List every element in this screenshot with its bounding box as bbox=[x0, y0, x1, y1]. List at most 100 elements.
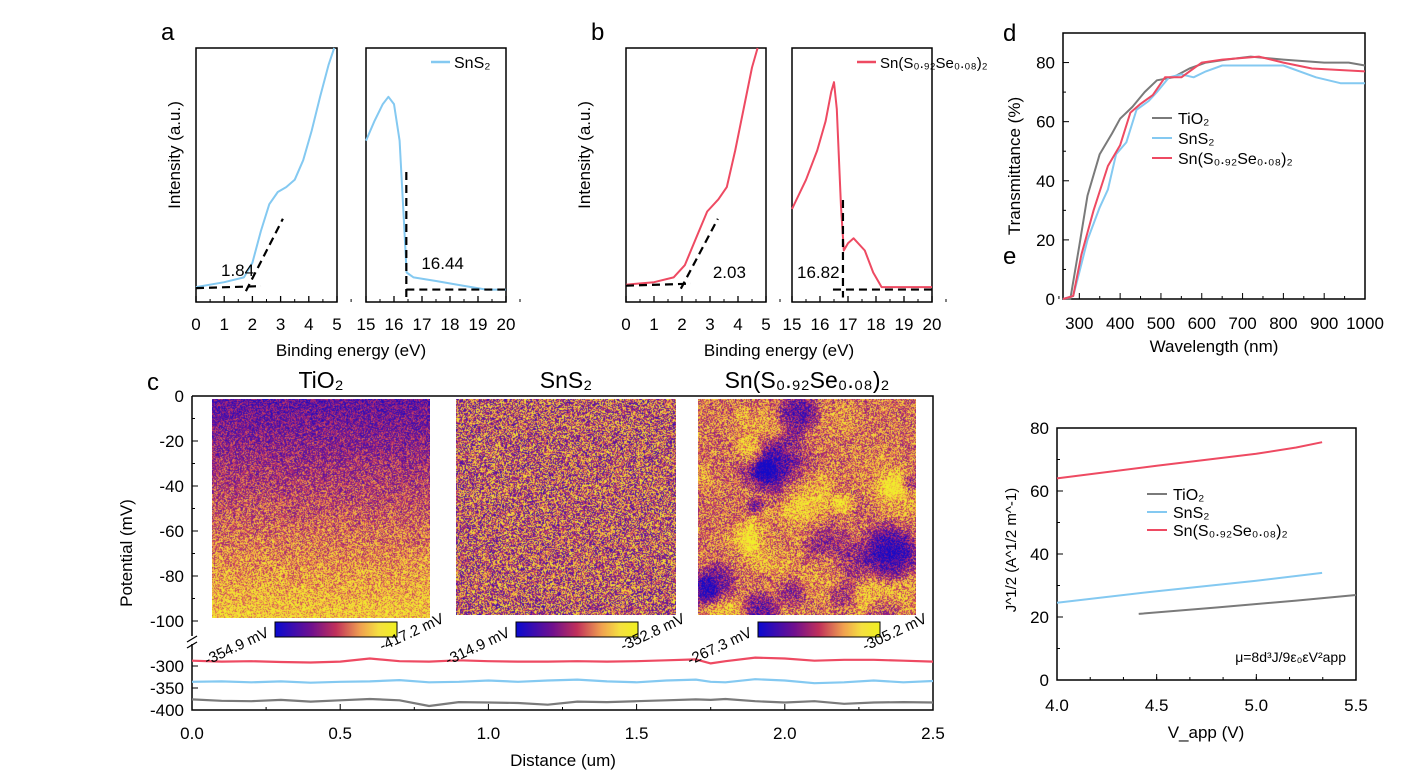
y-tick-label: 40 bbox=[1030, 545, 1049, 564]
curve-SnS2 bbox=[1056, 571, 1323, 604]
x-axis-label: Wavelength (nm) bbox=[1150, 337, 1279, 356]
curve-TiO2 bbox=[1063, 55, 1366, 300]
panel-e-frame bbox=[1056, 427, 1357, 681]
map-title-TiO2: TiO₂ bbox=[298, 367, 343, 393]
y-tick-label: 20 bbox=[1030, 608, 1049, 627]
x-tick-label: 19 bbox=[469, 315, 488, 334]
y-axis-label: Intensity (a.u.) bbox=[575, 101, 594, 209]
y-tick-label: 60 bbox=[1030, 482, 1049, 501]
x-tick-label: 17 bbox=[839, 315, 858, 334]
y-tick-label: -20 bbox=[159, 432, 184, 451]
colorbar-SnS2 bbox=[515, 621, 639, 638]
x-tick-label: 18 bbox=[867, 315, 886, 334]
x-tick-label: 700 bbox=[1228, 314, 1256, 333]
x-tick-label: 800 bbox=[1269, 314, 1297, 333]
panel-a-curve-0 bbox=[195, 47, 336, 289]
x-tick-label: 2 bbox=[248, 315, 257, 334]
axis-break-icon bbox=[186, 635, 198, 649]
x-tick-label: 1.5 bbox=[625, 724, 649, 743]
y-tick-label: 60 bbox=[1036, 113, 1055, 132]
panel-b-curve-1 bbox=[791, 81, 932, 289]
map-title-alloy: Sn(S₀.₉₂Se₀.₀₈)₂ bbox=[725, 367, 890, 393]
colorbar-TiO2 bbox=[274, 621, 398, 638]
y-tick-label: -300 bbox=[150, 657, 184, 676]
x-tick-label: 2.0 bbox=[773, 724, 797, 743]
kpfm-map-alloy bbox=[698, 399, 916, 615]
legend-label: SnS₂ bbox=[454, 55, 490, 72]
x-tick-label: 0.5 bbox=[328, 724, 352, 743]
panel-d-frame bbox=[1062, 32, 1366, 300]
onset-value: 2.03 bbox=[713, 263, 746, 282]
panel-label-d: d bbox=[1003, 20, 1016, 47]
onset-value: 16.82 bbox=[797, 263, 840, 282]
x-tick-label: 18 bbox=[441, 315, 460, 334]
x-tick-label: 600 bbox=[1188, 314, 1216, 333]
curve-SnS2 bbox=[1062, 64, 1365, 300]
x-tick-label: 19 bbox=[895, 315, 914, 334]
profile-TiO2 bbox=[191, 697, 934, 708]
kpfm-map-sns2 bbox=[456, 399, 676, 615]
profile-alloy bbox=[191, 656, 934, 665]
x-tick-label: 3 bbox=[276, 315, 285, 334]
legend-label: Sn(S₀.₉₂Se₀.₀₈)₂ bbox=[1178, 151, 1293, 168]
panel-a-frame-0 bbox=[195, 47, 338, 303]
x-tick-label: 5 bbox=[761, 315, 770, 334]
curve-TiO2 bbox=[1138, 594, 1357, 615]
x-tick-label: 1000 bbox=[1346, 314, 1384, 333]
curve-alloy bbox=[1062, 55, 1366, 300]
x-tick-label: 4 bbox=[304, 315, 313, 334]
y-tick-label: 0 bbox=[175, 387, 184, 406]
x-tick-label: 4.0 bbox=[1045, 696, 1069, 715]
colorbar-alloy bbox=[757, 621, 881, 638]
panel-label-c: c bbox=[147, 369, 159, 396]
x-tick-label: 20 bbox=[923, 315, 942, 334]
profile-SnS2 bbox=[191, 678, 934, 685]
legend-label: TiO₂ bbox=[1173, 487, 1204, 504]
curve-alloy bbox=[1056, 441, 1323, 480]
x-axis-label: Distance (um) bbox=[510, 751, 616, 770]
onset-value: 1.84 bbox=[221, 261, 254, 280]
x-tick-label: 20 bbox=[497, 315, 516, 334]
x-tick-label: 1 bbox=[219, 315, 228, 334]
baseline-dash bbox=[625, 282, 692, 287]
y-tick-label: -100 bbox=[150, 612, 184, 631]
map-title-SnS2: SnS₂ bbox=[540, 367, 592, 393]
y-tick-label: -350 bbox=[150, 679, 184, 698]
y-tick-label: 80 bbox=[1030, 419, 1049, 438]
legend-label: SnS₂ bbox=[1173, 505, 1209, 522]
y-axis-label: Intensity (a.u.) bbox=[165, 101, 184, 209]
x-tick-label: 16 bbox=[811, 315, 830, 334]
legend-label: Sn(S₀.₉₂Se₀.₀₈)₂ bbox=[1173, 523, 1288, 540]
x-tick-label: 17 bbox=[413, 315, 432, 334]
mobility-equation: μ=8d³J/9ε₀εV²app bbox=[1235, 649, 1346, 665]
panel-label-e: e bbox=[1003, 243, 1016, 270]
x-tick-label: 1.0 bbox=[477, 724, 501, 743]
x-tick-label: 2 bbox=[677, 315, 686, 334]
legend-label: SnS₂ bbox=[1178, 131, 1214, 148]
legend-label: Sn(S₀.₉₂Se₀.₀₈)₂ bbox=[880, 55, 988, 72]
y-axis-label: Transmittance (%) bbox=[1005, 97, 1024, 235]
x-tick-label: 4 bbox=[733, 315, 742, 334]
x-tick-label: 16 bbox=[385, 315, 404, 334]
x-tick-label: 2.5 bbox=[921, 724, 945, 743]
x-axis-label: Binding energy (eV) bbox=[704, 341, 854, 360]
x-tick-label: 4.5 bbox=[1145, 696, 1169, 715]
slope-dash bbox=[244, 218, 284, 292]
y-tick-label: 0 bbox=[1046, 290, 1055, 309]
legend-label: TiO₂ bbox=[1178, 111, 1209, 128]
x-tick-label: 300 bbox=[1065, 314, 1093, 333]
x-tick-label: 3 bbox=[705, 315, 714, 334]
panel-label-b: b bbox=[591, 19, 604, 46]
y-tick-label: 0 bbox=[1040, 671, 1049, 690]
x-tick-label: 15 bbox=[783, 315, 802, 334]
slope-dash bbox=[679, 218, 719, 290]
x-tick-label: 900 bbox=[1310, 314, 1338, 333]
x-axis-label: V_app (V) bbox=[1168, 723, 1245, 742]
x-axis-label: Binding energy (eV) bbox=[276, 341, 426, 360]
x-tick-label: 0 bbox=[191, 315, 200, 334]
panel-a-curve-1 bbox=[365, 95, 506, 291]
baseline-dash bbox=[195, 285, 262, 290]
x-tick-label: 5.0 bbox=[1245, 696, 1269, 715]
panel-label-a: a bbox=[161, 19, 175, 46]
